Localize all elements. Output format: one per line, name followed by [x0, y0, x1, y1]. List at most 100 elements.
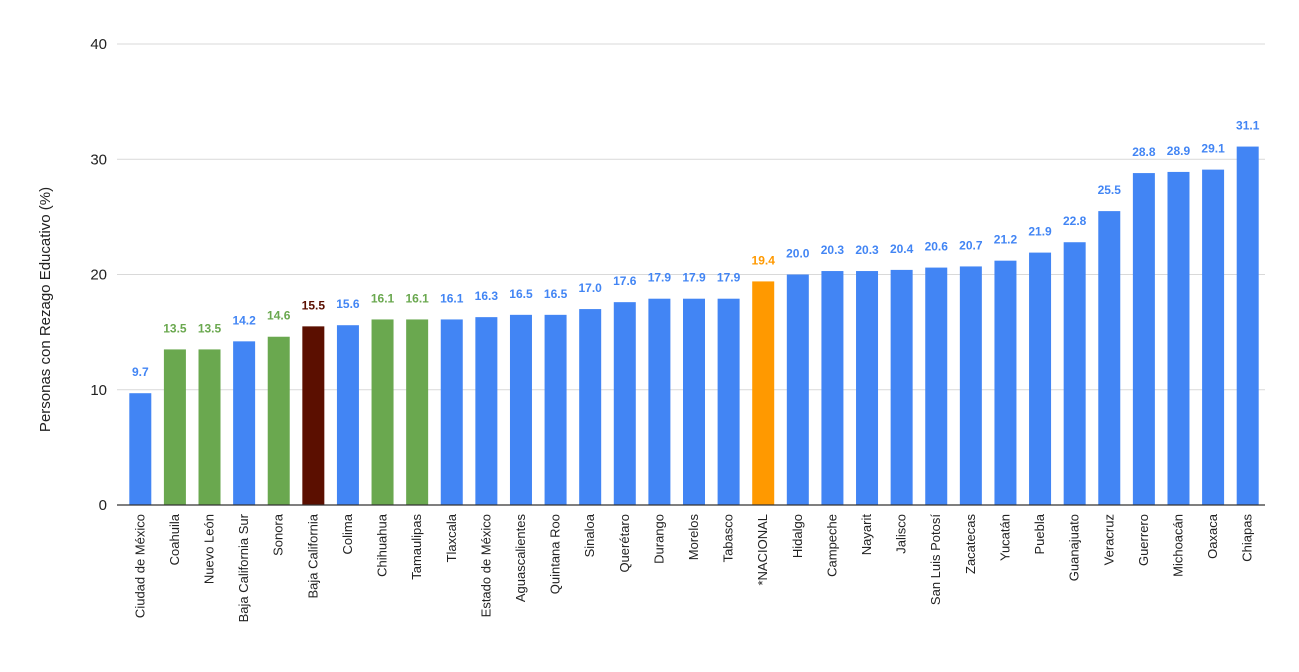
data-label: 17.6 — [613, 274, 637, 288]
bars — [129, 146, 1259, 506]
x-tick-label: Tlaxcala — [444, 513, 459, 562]
data-label: 21.2 — [994, 233, 1018, 247]
x-tick-label: Baja California — [305, 513, 320, 598]
data-label: 20.7 — [959, 238, 983, 252]
data-label: 17.9 — [648, 271, 672, 285]
bar — [544, 314, 567, 505]
bar — [1132, 173, 1155, 505]
data-label: 16.1 — [440, 291, 464, 305]
data-label: 20.3 — [821, 243, 845, 257]
bar — [994, 260, 1017, 505]
x-tick-label: Hidalgo — [790, 514, 805, 558]
data-label: 15.6 — [336, 297, 360, 311]
bar — [856, 271, 879, 505]
bar — [440, 319, 463, 505]
x-tick-label: Oaxaca — [1205, 513, 1220, 559]
data-label: 20.6 — [925, 240, 949, 254]
data-label: 16.1 — [371, 291, 395, 305]
x-tick-label: Puebla — [1032, 513, 1047, 554]
value-labels: 9.7 13.5 13.5 14.2 14.6 15.5 15.6 16.1 16.1 16.1 1… — [132, 119, 1260, 380]
data-label: 14.2 — [232, 313, 256, 327]
x-tick-label: San Luis Potosí — [928, 514, 943, 605]
data-label: 17.0 — [579, 281, 603, 295]
bar — [1063, 242, 1086, 506]
x-tick-label: Ciudad de México — [132, 514, 147, 618]
y-axis-ticks: 0 10 20 30 40 — [90, 36, 107, 514]
x-tick-label: Colima — [340, 513, 355, 554]
bar — [1029, 252, 1052, 505]
y-tick-label: 10 — [90, 382, 107, 399]
x-tick-label: Campeche — [824, 514, 839, 577]
data-label: 13.5 — [198, 321, 222, 335]
data-label: 25.5 — [1098, 183, 1122, 197]
y-tick-label: 20 — [90, 267, 107, 284]
data-label: 20.0 — [786, 247, 810, 261]
x-tick-label: Baja California Sur — [236, 513, 251, 622]
bar — [613, 302, 636, 505]
x-tick-label: Guerrero — [1136, 514, 1151, 566]
bar — [371, 319, 394, 505]
data-label: 28.8 — [1132, 145, 1156, 159]
data-label: 20.3 — [855, 243, 879, 257]
bar — [233, 341, 256, 505]
x-tick-label: Chihuahua — [375, 513, 390, 577]
bar — [406, 319, 429, 505]
x-tick-label: Aguascalientes — [513, 514, 528, 603]
data-label: 16.1 — [405, 291, 429, 305]
x-tick-label: Yucatán — [997, 514, 1012, 561]
data-label: 21.9 — [1028, 225, 1052, 239]
bar — [336, 325, 359, 505]
data-label: 16.5 — [509, 287, 533, 301]
x-tick-label: Morelos — [686, 514, 701, 561]
bar — [959, 266, 982, 505]
y-tick-label: 0 — [99, 497, 107, 514]
bar — [683, 298, 705, 505]
data-label: 15.5 — [302, 298, 326, 312]
x-tick-label: Querétaro — [617, 514, 632, 573]
x-tick-label: Tamaulipas — [409, 514, 424, 580]
data-label: 31.1 — [1236, 119, 1260, 133]
bar — [1167, 171, 1190, 506]
bar — [129, 393, 152, 505]
x-tick-label: Tabasco — [721, 514, 736, 562]
data-label: 9.7 — [132, 365, 149, 379]
x-tick-label: Durango — [651, 514, 666, 564]
y-tick-label: 30 — [90, 151, 107, 168]
x-tick-label: Nayarit — [859, 514, 874, 556]
bar — [890, 269, 913, 505]
data-label: 22.8 — [1063, 214, 1087, 228]
x-tick-label: Sonora — [271, 513, 286, 556]
bar — [717, 298, 740, 505]
bar — [786, 274, 809, 505]
data-label: 20.4 — [890, 242, 914, 256]
x-tick-label: Nuevo León — [202, 514, 217, 584]
bar — [509, 314, 532, 505]
x-tick-label: Michoacán — [1170, 514, 1185, 577]
bar — [475, 317, 498, 505]
data-label: 13.5 — [163, 321, 187, 335]
x-tick-label: Zacatecas — [963, 514, 978, 574]
data-label: 28.9 — [1167, 144, 1191, 158]
x-tick-label: Guanajuato — [1067, 514, 1082, 581]
data-label: 29.1 — [1201, 142, 1225, 156]
bar — [648, 298, 671, 505]
bar — [821, 271, 844, 505]
x-tick-label: Chiapas — [1240, 514, 1255, 562]
x-tick-label: Veracruz — [1101, 514, 1116, 565]
data-label: 14.6 — [267, 309, 291, 323]
x-tick-label: Estado de México — [478, 514, 493, 617]
x-tick-label: Coahuila — [167, 513, 182, 565]
y-tick-label: 40 — [90, 36, 107, 53]
data-label: 16.5 — [544, 287, 568, 301]
bar — [198, 349, 221, 505]
data-label: 19.4 — [752, 253, 776, 267]
bar — [752, 281, 775, 505]
x-axis-labels: Ciudad de México Coahuila Nuevo León Baja C… — [132, 513, 1254, 622]
bar — [163, 349, 186, 505]
bar — [579, 309, 602, 505]
data-label: 17.9 — [717, 271, 741, 285]
bar — [925, 267, 948, 505]
bar — [267, 336, 290, 505]
